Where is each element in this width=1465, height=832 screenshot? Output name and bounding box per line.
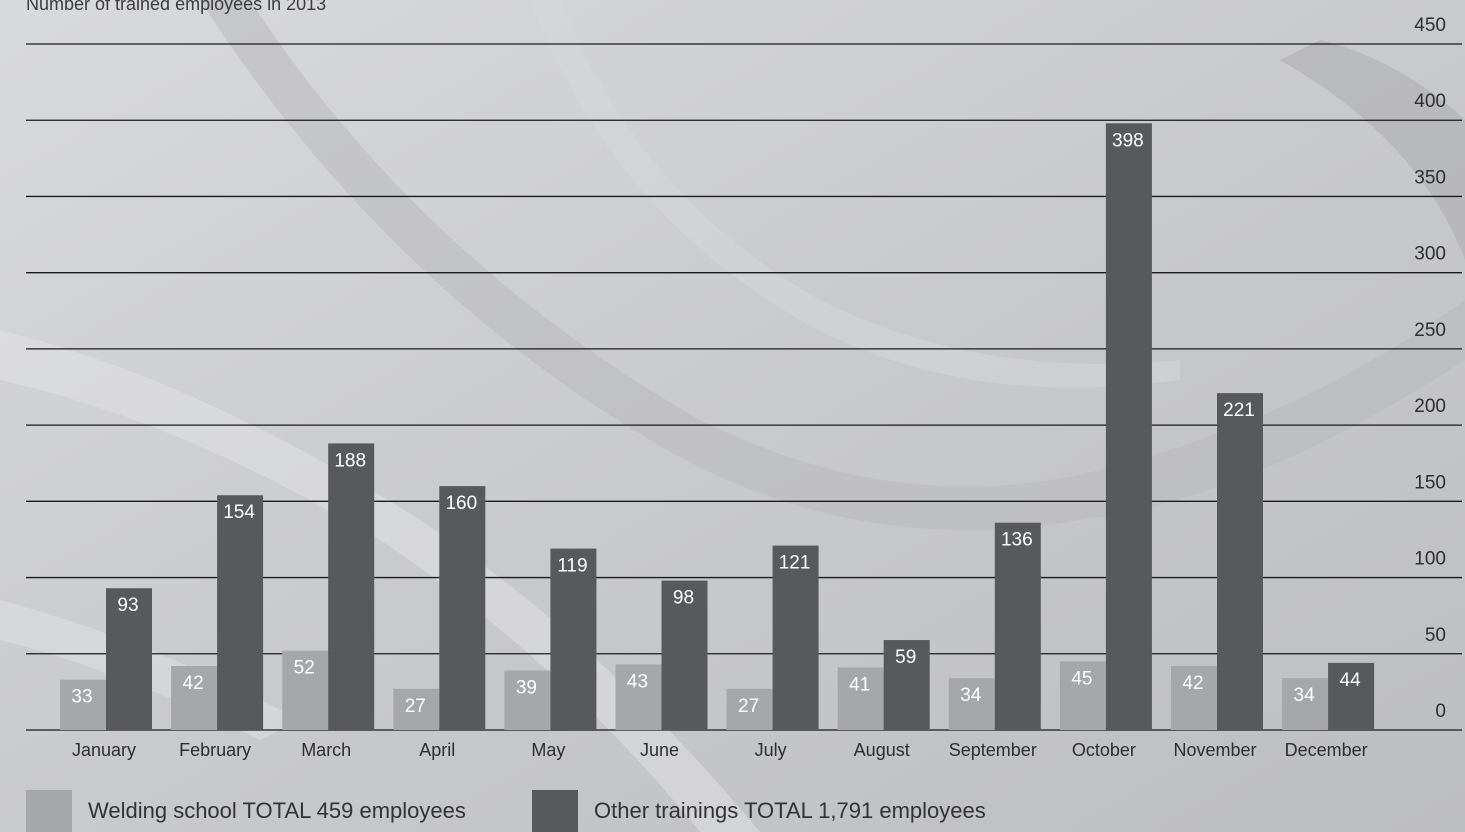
bars — [60, 123, 1375, 730]
legend-item-other: Other trainings TOTAL 1,791 employees — [532, 790, 986, 832]
x-tick-label-january: January — [72, 740, 136, 760]
y-tick-label-50: 50 — [1425, 625, 1446, 646]
bar-welding-september — [948, 678, 995, 730]
bar-other-april — [439, 486, 486, 730]
data-label-welding-december: 34 — [1294, 685, 1316, 706]
x-tick-label-september: September — [949, 740, 1037, 760]
data-label-welding-november: 42 — [1182, 673, 1203, 694]
bar-welding-august — [837, 667, 884, 730]
data-label-other-february: 154 — [223, 502, 255, 523]
data-label-other-november: 221 — [1223, 400, 1255, 421]
data-label-welding-july: 27 — [738, 696, 759, 717]
y-tick-label-300: 300 — [1414, 244, 1446, 265]
y-tick-label-200: 200 — [1414, 396, 1446, 417]
bar-welding-june — [615, 664, 662, 730]
x-axis-labels: January February March April May June July Augu… — [72, 740, 1368, 760]
data-label-welding-may: 39 — [516, 678, 537, 699]
bar-other-june — [661, 580, 708, 730]
legend-label-welding: Welding school TOTAL 459 employees — [88, 798, 466, 823]
data-label-welding-august: 41 — [849, 674, 870, 695]
data-label-other-october: 398 — [1112, 130, 1144, 151]
x-tick-label-april: April — [419, 740, 455, 760]
x-tick-label-march: March — [301, 740, 351, 760]
bar-other-october — [1105, 123, 1152, 730]
data-label-other-december: 44 — [1340, 670, 1362, 691]
bar-welding-july — [726, 688, 773, 730]
bar-welding-january — [60, 679, 106, 730]
x-tick-label-november: November — [1173, 740, 1256, 760]
bar-other-march — [328, 443, 375, 730]
bar-welding-december — [1282, 678, 1329, 730]
x-tick-label-december: December — [1285, 740, 1368, 760]
data-label-welding-june: 43 — [627, 671, 648, 692]
x-tick-label-october: October — [1072, 740, 1136, 760]
bar-welding-march — [282, 650, 329, 730]
bar-chart: 33 93 42 154 52 188 27 160 39 119 43 98 27 121 41 59 34 1… — [26, 15, 1462, 760]
data-label-welding-april: 27 — [405, 696, 426, 717]
bar-welding-april — [393, 688, 440, 730]
data-label-welding-february: 42 — [183, 673, 204, 694]
bar-welding-may — [504, 670, 551, 730]
bar-other-november — [1217, 393, 1263, 730]
legend-swatch-welding — [26, 790, 72, 832]
bar-welding-october — [1059, 661, 1106, 730]
bar-welding-november — [1171, 665, 1217, 730]
bar-other-january — [106, 588, 152, 730]
data-label-other-july: 121 — [779, 553, 811, 574]
y-tick-label-400: 400 — [1414, 91, 1446, 112]
data-label-other-september: 136 — [1001, 530, 1033, 551]
bar-other-december — [1328, 662, 1375, 730]
bar-other-september — [994, 522, 1041, 730]
data-label-welding-march: 52 — [294, 658, 315, 679]
x-tick-label-may: May — [531, 740, 565, 760]
x-tick-label-february: February — [179, 740, 251, 760]
data-labels: 33 93 42 154 52 188 27 160 39 119 43 98 27 121 41 59 34 1… — [71, 130, 1361, 717]
data-label-other-march: 188 — [334, 450, 366, 471]
y-tick-label-0: 0 — [1435, 701, 1446, 722]
data-label-welding-january: 33 — [71, 687, 92, 708]
bar-other-may — [550, 548, 597, 730]
chart-title: Number of trained employees in 2013 — [26, 0, 327, 14]
y-tick-label-250: 250 — [1414, 320, 1446, 341]
bar-other-july — [772, 545, 819, 730]
bar-other-february — [217, 495, 264, 730]
y-tick-label-100: 100 — [1414, 549, 1446, 570]
data-label-other-april: 160 — [445, 493, 477, 514]
y-tick-label-450: 450 — [1414, 15, 1446, 36]
y-axis-labels: 0 50 100 150 200 250 300 350 400 450 — [1414, 15, 1446, 722]
data-label-welding-october: 45 — [1071, 668, 1092, 689]
data-label-welding-september: 34 — [960, 685, 982, 706]
x-tick-label-june: June — [640, 740, 679, 760]
legend-swatch-other — [532, 790, 578, 832]
y-tick-label-150: 150 — [1414, 472, 1446, 493]
bar-welding-february — [171, 665, 218, 730]
x-tick-label-july: July — [755, 740, 787, 760]
data-label-other-january: 93 — [117, 595, 138, 616]
x-tick-label-august: August — [854, 740, 910, 760]
data-label-other-august: 59 — [895, 647, 916, 668]
data-label-other-june: 98 — [673, 588, 694, 609]
bar-other-august — [883, 640, 930, 730]
y-tick-label-350: 350 — [1414, 167, 1446, 188]
legend-label-other: Other trainings TOTAL 1,791 employees — [594, 798, 986, 823]
legend-item-welding: Welding school TOTAL 459 employees — [26, 790, 466, 832]
data-label-other-may: 119 — [557, 556, 587, 577]
